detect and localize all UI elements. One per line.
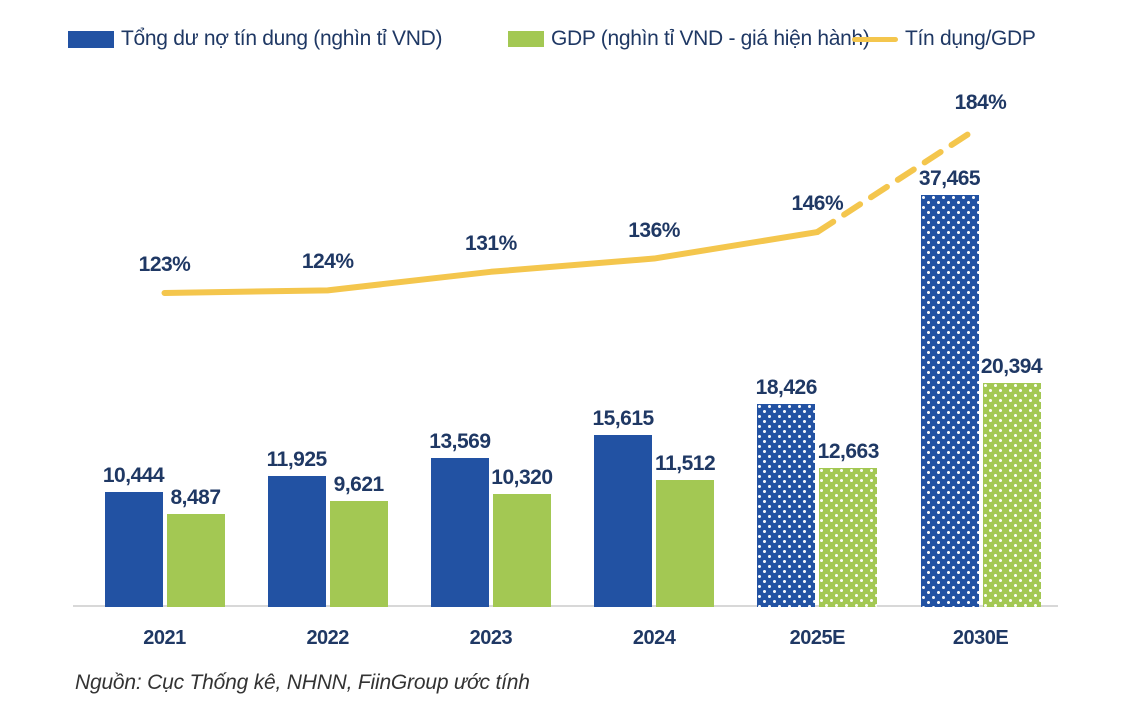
value-label-credit-2024: 15,615 [592,407,654,431]
x-axis-label-2021: 2021 [143,627,186,649]
value-label-credit-2021: 10,444 [102,464,165,488]
ratio-legend-label: Tín dụng/GDP [905,27,1036,50]
bar-credit-2021 [104,492,163,607]
ratio-label-2022: 124% [301,250,354,274]
ratio-label-2021: 123% [138,253,191,276]
value-label-gdp-2024: 11,512 [655,452,716,476]
value-label-gdp-2030E: 20,394 [980,354,1043,378]
bar-gdp-2023 [492,493,551,607]
gdp-legend-swatch [508,31,544,47]
x-axis-label-2024: 2024 [632,627,676,649]
bar-credit-2025E [757,404,816,607]
x-axis-label-2030E: 2030E [952,627,1009,649]
credit-legend-label: Tổng dư nợ tín dung (nghìn tỉ VND) [121,27,443,50]
value-label-credit-2025E: 18,426 [755,376,818,400]
legend-item-credit: Tổng dư nợ tín dung (nghìn tỉ VND) [68,26,442,52]
legend-item-ratio: Tín dụng/GDP [852,26,1036,52]
x-axis-line [73,605,1058,607]
legend-item-gdp: GDP (nghìn tỉ VND - giá hiện hành) [508,26,870,52]
bar-gdp-2021 [166,513,225,607]
value-label-credit-2022: 11,925 [266,447,328,471]
source-note: Nguồn: Cục Thống kê, NHNN, FiinGroup ước… [75,671,530,694]
ratio-label-2030E: 184% [954,91,1007,115]
value-label-gdp-2022: 9,621 [333,473,385,497]
bar-credit-2023 [430,457,489,607]
bar-credit-2024 [594,435,653,607]
bar-gdp-2022 [329,501,388,607]
x-axis-label-2023: 2023 [469,627,513,649]
value-label-gdp-2023: 10,320 [491,465,553,489]
x-axis-label-2025E: 2025E [789,627,846,649]
bar-credit-2022 [267,475,326,607]
x-axis-label-2022: 2022 [306,627,349,649]
bar-gdp-2030E [982,382,1041,607]
ratio-label-2023: 131% [465,231,517,255]
ratio-label-2024: 136% [628,218,680,242]
value-label-gdp-2021: 8,487 [170,485,221,509]
value-label-gdp-2025E: 12,663 [817,439,880,463]
ratio-legend-line-swatch [852,36,898,42]
value-label-credit-2023: 13,569 [429,429,491,453]
credit-legend-swatch [68,30,114,48]
bar-gdp-2025E [819,467,878,607]
bar-credit-2030E [920,195,979,607]
gdp-legend-label: GDP (nghìn tỉ VND - giá hiện hành) [551,27,870,50]
bar-gdp-2024 [656,480,715,607]
ratio-label-2025E: 146% [791,192,844,216]
value-label-credit-2030E: 37,465 [918,167,981,190]
